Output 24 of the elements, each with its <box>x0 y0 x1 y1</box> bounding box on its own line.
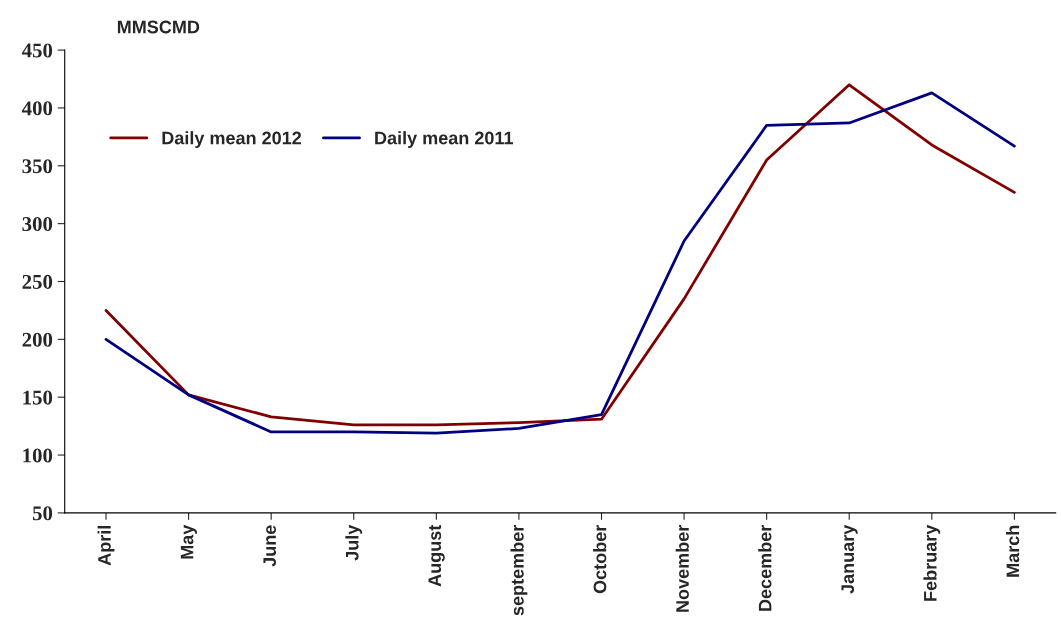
legend-label: Daily mean 2011 <box>375 131 514 148</box>
x-tick-label: september <box>510 524 528 616</box>
y-tick-label: 400 <box>21 101 53 116</box>
x-tick-label: October <box>593 524 607 594</box>
legend-label: Daily mean 2012 <box>162 131 302 148</box>
y-tick-label: 300 <box>22 217 53 232</box>
x-tick-label: April <box>97 525 115 566</box>
y-tick-label: 100 <box>23 448 53 463</box>
x-tick-label: March <box>1005 525 1020 577</box>
x-tick-label: May <box>180 524 198 559</box>
y-tick-label: 150 <box>23 390 53 405</box>
y-tick-label: 200 <box>22 332 53 347</box>
x-tick-label: June <box>263 525 277 567</box>
x-tick-label: July <box>345 524 363 561</box>
x-tick-label: December <box>758 524 772 611</box>
y-tick-label: 450 <box>21 43 53 58</box>
x-tick-label: February <box>923 524 941 601</box>
y-tick-label: 50 <box>32 506 53 521</box>
x-tick-label: August <box>428 524 445 587</box>
y-axis-title: MMSCMD <box>117 20 200 34</box>
x-tick-label: January <box>841 524 858 594</box>
y-tick-label: 250 <box>22 274 53 289</box>
y-tick-label: 350 <box>22 159 53 174</box>
x-tick-label: November <box>675 524 689 612</box>
